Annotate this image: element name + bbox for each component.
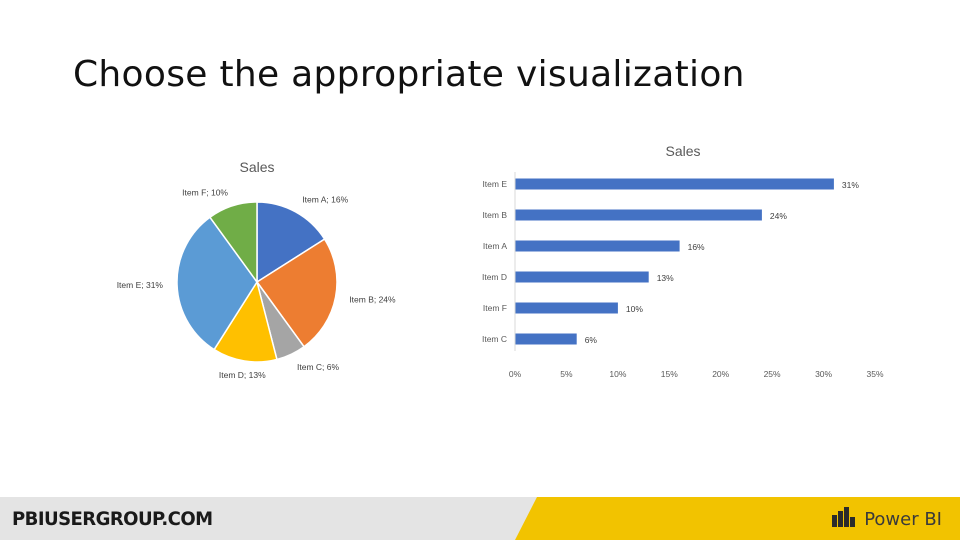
bar-chart: Sales Item E 31% Item B 24% Item A 16% Item D 1…: [482, 143, 884, 379]
bar-category-item-c: Item C: [482, 334, 507, 344]
pie-label-item-e: Item E; 31%: [117, 280, 164, 290]
x-tick-label: 0%: [509, 369, 522, 379]
bar-item-e: [515, 178, 834, 190]
bar-item-a: [515, 240, 680, 252]
pie-slices: [176, 201, 338, 363]
bar-value-item-b: 24%: [770, 211, 787, 221]
pie-label-item-c: Item C; 6%: [297, 362, 339, 372]
pie-label-item-a: Item A; 16%: [302, 195, 348, 205]
slide-title: Choose the appropriate visualization: [73, 54, 745, 95]
x-tick-label: 15%: [661, 369, 678, 379]
footer: PBIUSERGROUP.COM Power BI: [0, 497, 960, 540]
pie-label-item-f: Item F; 10%: [182, 188, 228, 198]
pie-slice-item-f: [208, 201, 258, 285]
power-bi-icon: [831, 506, 857, 533]
footer-accent: [515, 497, 960, 540]
bar-value-item-e: 31%: [842, 180, 859, 190]
pie-label-item-d: Item D; 13%: [219, 370, 266, 380]
pie-label-item-b: Item B; 24%: [349, 295, 396, 305]
x-tick-label: 10%: [609, 369, 626, 379]
pie-labels: Item A; 16% Item B; 24% Item C; 6% Item D; …: [117, 188, 396, 380]
pie-chart: Sales Item A; 16%Item B; 24%Item C; 6%It…: [117, 159, 396, 380]
bar-item-b: [515, 209, 762, 221]
pie-slice-item-d: [213, 280, 278, 363]
bar-value-item-c: 6%: [585, 335, 598, 345]
x-tick-label: 35%: [866, 369, 883, 379]
x-tick-label: 5%: [560, 369, 573, 379]
footer-brand: Power BI: [831, 506, 942, 533]
bar-category-item-d: Item D: [482, 272, 507, 282]
x-tick-label: 20%: [712, 369, 729, 379]
bar-value-item-a: 16%: [688, 242, 705, 252]
bar-category-item-f: Item F: [483, 303, 507, 313]
pie-chart-title: Sales: [239, 159, 274, 175]
footer-site-name: PBIUSERGROUP.COM: [12, 508, 213, 530]
x-tick-label: 25%: [764, 369, 781, 379]
footer-brand-text: Power BI: [864, 509, 942, 530]
bar-group: Item E 31% Item B 24% Item A 16% Item D 13% Item…: [482, 172, 884, 379]
pie-slice-item-b: [255, 238, 338, 348]
bar-chart-title: Sales: [665, 143, 700, 159]
bar-item-c: [515, 333, 577, 345]
bar-category-item-a: Item A: [483, 241, 507, 251]
bar-value-item-d: 13%: [657, 273, 674, 283]
bar-item-d: [515, 271, 649, 283]
x-tick-label: 30%: [815, 369, 832, 379]
pie-slice-item-a: [256, 201, 326, 284]
bar-category-item-b: Item B: [482, 210, 507, 220]
pie-slice-item-e: [176, 216, 258, 351]
bar-category-item-e: Item E: [482, 179, 507, 189]
bar-value-item-f: 10%: [626, 304, 643, 314]
bar-item-f: [515, 302, 618, 314]
